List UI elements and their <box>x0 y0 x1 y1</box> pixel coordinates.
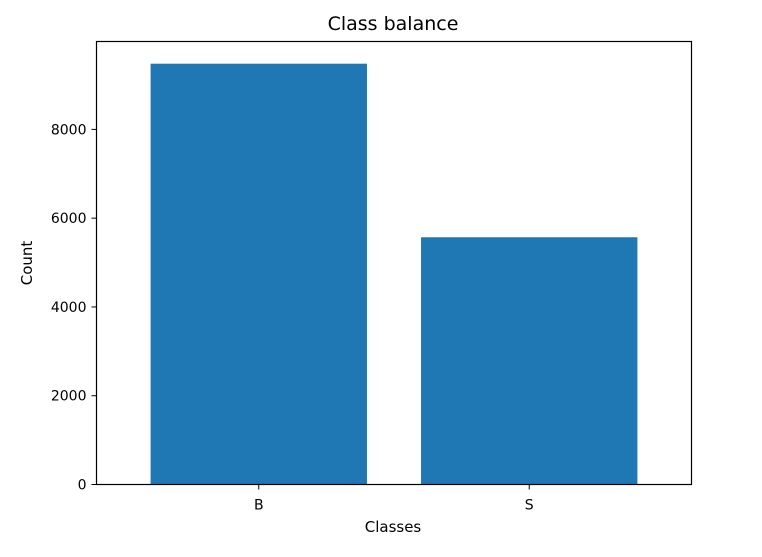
y-tick-label: 0 <box>78 478 87 494</box>
y-tick-label: 8000 <box>51 122 87 138</box>
y-axis-label: Count <box>18 241 36 286</box>
bar-s <box>421 237 638 485</box>
y-tick-label: 4000 <box>51 300 87 316</box>
y-tick-label: 6000 <box>51 211 87 227</box>
y-tick-label: 2000 <box>51 389 87 405</box>
x-axis-label: Classes <box>365 518 422 536</box>
x-tick-label: B <box>254 498 264 514</box>
bars-group <box>150 63 638 485</box>
plot-frame <box>95 40 693 486</box>
chart-title: Class balance <box>328 13 459 35</box>
y-ticks-group: 0 2000 4000 6000 8000 <box>51 122 97 494</box>
bar-b <box>150 63 367 485</box>
x-tick-label: S <box>525 498 534 514</box>
